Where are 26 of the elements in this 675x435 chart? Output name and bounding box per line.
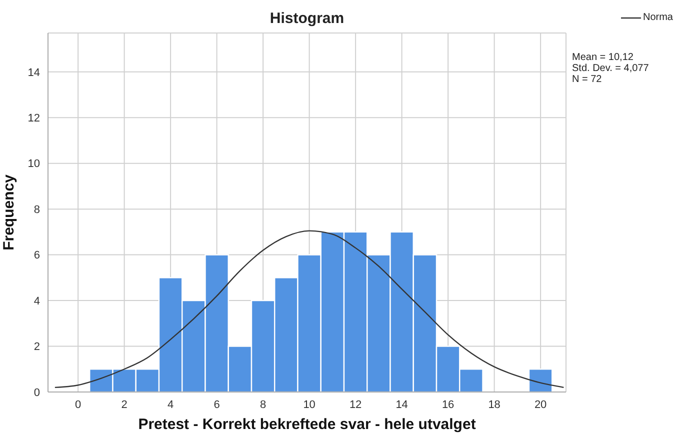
x-tick-label: 6 <box>214 398 220 411</box>
x-tick-label: 18 <box>488 398 500 411</box>
y-tick-label: 2 <box>34 341 40 354</box>
x-tick-label: 10 <box>303 398 316 411</box>
x-tick-label: 4 <box>168 398 174 411</box>
x-tick-label: 20 <box>534 398 547 411</box>
x-tick-label: 14 <box>396 398 408 411</box>
text: Mean = 10,12 <box>572 52 634 63</box>
x-axis-title: Pretest - Korrekt bekreftede svar - hele utvalget <box>138 416 476 433</box>
y-tick-label: 14 <box>28 66 40 79</box>
y-tick-label: 6 <box>34 250 40 262</box>
x-tick-label: 16 <box>442 398 454 411</box>
y-tick-label: 10 <box>28 158 40 170</box>
text: Std. Dev. = 4,077 <box>572 63 649 74</box>
x-tick-label: 8 <box>260 398 266 411</box>
x-tick-label: 0 <box>75 398 82 411</box>
legend-label: Norma <box>642 12 673 23</box>
y-tick-label: 4 <box>34 295 40 308</box>
y-tick-label: 0 <box>34 386 40 399</box>
y-tick-label: 8 <box>34 204 40 216</box>
x-tick-label: 2 <box>121 398 128 411</box>
chart-title: Histogram <box>268 10 346 27</box>
x-tick-label: 12 <box>349 398 362 411</box>
text: N = 72 <box>572 74 603 85</box>
y-tick-label: 12 <box>28 112 40 125</box>
y-axis-title: Frequency <box>0 174 18 250</box>
